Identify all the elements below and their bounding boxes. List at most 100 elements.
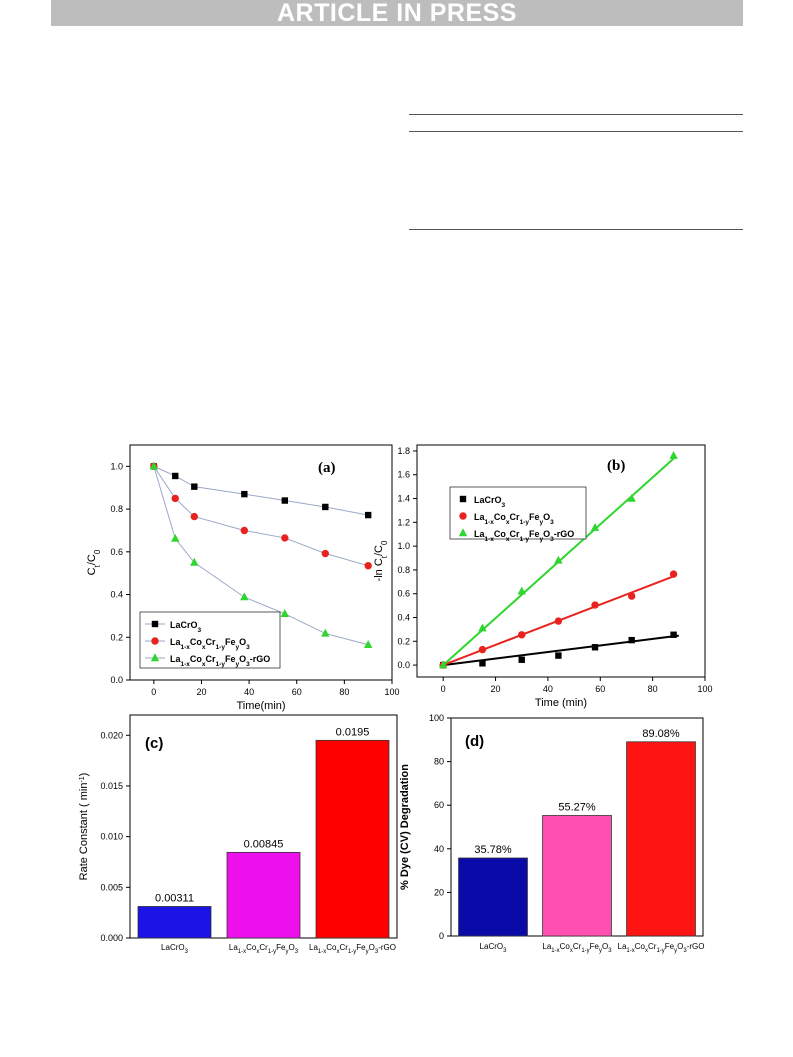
chart-b-point (627, 592, 636, 600)
chart-b-point (478, 623, 487, 632)
chart-a-legend-label: La1-xCoxCr1-yFeyO3 (170, 637, 250, 651)
chart-a-point (280, 609, 290, 617)
chart-b-point (479, 660, 486, 667)
chart-b-ytick-label: 1.0 (397, 541, 410, 551)
chart-b-legend-label: La1-xCoxCr1-yFeyO3-rGO (474, 529, 574, 543)
chart-b-fit-line (443, 634, 679, 667)
chart-c-ytick-label: 0.015 (100, 781, 123, 791)
chart-c-bar-value: 0.00311 (155, 892, 194, 904)
chart-b-point (669, 451, 678, 459)
chart-c-ytick-label: 0.010 (100, 832, 123, 842)
article-in-press-banner: ARTICLE IN PRESS (51, 0, 743, 27)
chart-b-ytick-label: 0.0 (397, 660, 410, 670)
chart-b-point (670, 631, 677, 638)
chart-a-xtick-label: 0 (151, 687, 156, 697)
chart-c-bar (315, 739, 390, 939)
chart-c-ytick-label: 0.005 (100, 882, 123, 892)
chart-b-ytick-label: 0.8 (397, 565, 410, 575)
chart-c-bar (137, 906, 212, 939)
chart-c-panel-label: (c) (145, 735, 163, 752)
chart-d-ytick-label: 100 (429, 713, 444, 723)
chart-b-legend-label: LaCrO3 (474, 495, 506, 509)
chart-a-series-line (153, 465, 369, 516)
chart-b-xtick-label: 40 (543, 684, 553, 694)
chart-b-ytick-label: 1.4 (397, 494, 410, 504)
chart-b-point (591, 601, 599, 609)
chart-b-xtick-label: 60 (595, 684, 605, 694)
chart-a-xtick-label: 60 (292, 687, 302, 697)
chart-a-legend-marker (151, 620, 159, 628)
chart-d-ytick-label: 0 (439, 931, 444, 941)
chart-a-ytick-label: 0.0 (110, 675, 123, 685)
chart-a-point (240, 526, 249, 535)
chart-b-point (555, 652, 562, 659)
chart-b-xtick-label: 20 (491, 684, 501, 694)
chart-b-point (669, 570, 678, 578)
chart-b-legend-marker (459, 495, 467, 503)
chart-b-ytick-label: 1.8 (397, 446, 410, 456)
chart-d-bar-value: 89.08% (642, 728, 680, 740)
chart-a-ytick-label: 0.2 (110, 632, 123, 642)
chart-b-panel-label: (b) (607, 458, 625, 474)
chart-b-point (591, 644, 599, 651)
chart-a-point (190, 512, 199, 521)
chart-b-ytick-label: 0.4 (397, 613, 410, 623)
chart-d-panel-label: (d) (465, 733, 484, 750)
chart-a-ytick-label: 0.8 (110, 504, 123, 514)
chart-d-bar (626, 741, 696, 937)
chart-a-point (363, 640, 373, 648)
chart-c-ytick-label: 0.000 (100, 933, 123, 943)
chart-c-category-label: La1-xCoxCr1-yFeyO3 (229, 943, 299, 955)
chart-a-point (321, 628, 330, 637)
chart-b-ytick-label: 0.2 (397, 636, 410, 646)
chart-a-point (364, 562, 372, 570)
chart-b-point (590, 522, 600, 531)
chart-b-point (518, 656, 525, 663)
chart-b-ytick-label: 0.6 (397, 589, 410, 599)
chart-a-point (190, 557, 199, 566)
chart-c-category-label: La1-xCoxCr1-yFeyO3-rGO (309, 943, 396, 955)
chart-a-legend-marker (151, 637, 159, 645)
chart-a-point (322, 503, 329, 511)
chart-d-ytick-label: 60 (434, 800, 444, 810)
chart-a-xlabel: Time(min) (236, 700, 285, 712)
chart-a-point (149, 461, 159, 470)
chart-d-category-label: La1-xCoxCr1-yFeyO3-rGO (618, 942, 705, 954)
chart-d-ytick-label: 80 (434, 757, 444, 767)
chart-a-ylabel: Ct/C0 (86, 549, 102, 575)
chart-a-point (171, 533, 180, 542)
chart-a-panel-label: (a) (318, 460, 336, 476)
chart-a-point (281, 534, 289, 542)
chart-a-legend-marker (150, 653, 160, 662)
chart-b-xtick-label: 0 (441, 684, 446, 694)
chart-b-point (627, 493, 636, 502)
chart-d-ylabel: % Dye (CV) Degradation (399, 764, 411, 890)
chart-d-bar-value: 35.78% (474, 844, 512, 856)
chart-d-bar (542, 815, 612, 937)
chart-a-ytick-label: 0.4 (110, 590, 123, 600)
chart-c-bar (226, 851, 301, 939)
chart-a-ytick-label: 0.6 (110, 547, 123, 557)
chart-d-bar-value: 55.27% (558, 802, 596, 814)
chart-c-bar-value: 0.0195 (336, 726, 370, 738)
chart-b-xlabel: Time (min) (535, 697, 587, 709)
chart-a-xtick-label: 100 (384, 687, 399, 697)
table-header-rule (409, 131, 743, 132)
chart-a-point (241, 490, 248, 498)
chart-a-xtick-label: 20 (196, 687, 206, 697)
chart-b-ytick-label: 1.2 (397, 517, 410, 527)
chart-b-frame (416, 444, 706, 678)
chart-b-point (478, 645, 487, 654)
chart-a-point (364, 511, 372, 519)
chart-b-ylabel: -ln Ct/C0 (373, 540, 389, 581)
chart-d-ytick-label: 20 (434, 887, 444, 897)
chart-b-point (554, 555, 563, 564)
chart-b-point (554, 617, 563, 625)
chart-b-point (518, 631, 526, 639)
chart-c-ylabel: Rate Constant ( min-1) (78, 773, 90, 881)
chart-a-legend-label: LaCrO3 (170, 620, 202, 634)
chart-b-point (628, 636, 635, 644)
chart-b-legend-label: La1-xCoxCr1-yFeyO3 (474, 512, 554, 526)
chart-b-legend-marker (458, 528, 468, 537)
